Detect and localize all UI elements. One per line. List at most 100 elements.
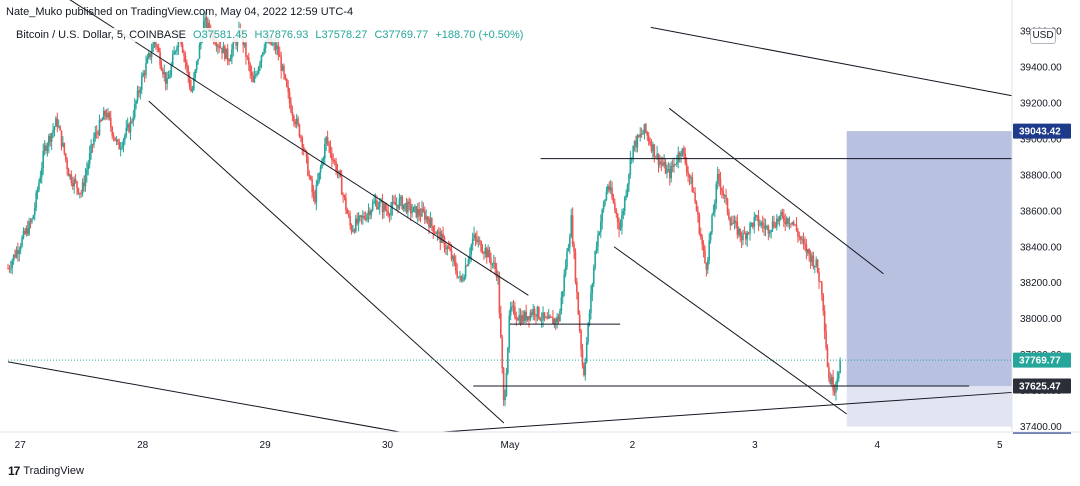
candle (253, 67, 256, 84)
candle (131, 118, 133, 125)
price-tag-top: 39043.42 (1013, 123, 1071, 139)
candle (346, 207, 349, 214)
candle (402, 204, 405, 212)
trendline-lower-left[interactable] (148, 100, 505, 424)
candle (692, 187, 695, 194)
time-tick-label: 3 (752, 440, 758, 451)
candle (18, 246, 21, 262)
candle (571, 207, 574, 248)
candle (459, 271, 461, 283)
candle (464, 257, 467, 280)
candle (543, 312, 546, 322)
candle (414, 204, 416, 213)
candle (504, 389, 506, 407)
candle (660, 156, 663, 172)
position-target-zone[interactable] (846, 131, 1012, 387)
price-axis[interactable]: 37400.0037600.0037800.0038000.0038200.00… (1011, 0, 1071, 434)
candle (701, 234, 703, 251)
time-axis[interactable]: 27 28 29 30 May 2 3 4 5 (0, 431, 1080, 451)
candle (601, 208, 603, 230)
tradingview-brand: TradingView (23, 465, 84, 477)
candle (135, 99, 137, 110)
candle (309, 174, 312, 181)
trendline-channel-mid[interactable] (613, 246, 847, 415)
position-stop-zone[interactable] (846, 386, 1012, 427)
candle (673, 157, 675, 173)
candle (805, 238, 808, 260)
candle (538, 306, 540, 320)
candle (725, 188, 727, 205)
candle (456, 263, 458, 280)
candle (812, 251, 815, 270)
candle (474, 232, 477, 247)
candle (40, 161, 43, 184)
candle (157, 43, 160, 53)
candle (536, 305, 539, 322)
candle (124, 133, 126, 145)
candle (112, 132, 115, 142)
candle (584, 357, 587, 381)
candle (252, 71, 254, 83)
trendline-drawings[interactable] (7, 0, 1013, 433)
candle (398, 193, 401, 211)
currency-button[interactable]: USD (1030, 28, 1056, 44)
symbol-title[interactable]: Bitcoin / U.S. Dollar, 5, COINBASE (16, 29, 186, 41)
candle (302, 144, 305, 156)
candle (287, 80, 290, 99)
trendline-top-right[interactable] (650, 26, 1013, 97)
candle (826, 344, 829, 368)
candle (167, 70, 170, 79)
trendline-upper-right[interactable] (668, 107, 884, 275)
candle (654, 155, 657, 158)
publisher-header: Nate_Muko published on TradingView.com, … (6, 6, 354, 18)
candle (385, 202, 388, 217)
candle (621, 208, 623, 235)
candle (384, 202, 387, 212)
candle (43, 140, 46, 156)
candle (219, 40, 222, 49)
trendline-upper-left[interactable] (26, 0, 529, 296)
candle (150, 43, 153, 64)
candle (640, 127, 643, 138)
candle (101, 116, 104, 121)
candle (56, 112, 59, 133)
candle (142, 70, 144, 78)
candle (535, 314, 537, 324)
candle (685, 157, 688, 177)
candle (469, 247, 471, 264)
candle (552, 310, 554, 324)
price-tick-label: 38800.00 (1020, 170, 1062, 181)
candle (45, 142, 47, 154)
candle (312, 185, 315, 202)
candle (764, 218, 767, 237)
candle (107, 107, 109, 121)
candle (7, 263, 9, 270)
candle (539, 316, 542, 322)
candle (597, 230, 599, 254)
candle (825, 323, 827, 351)
candle (707, 256, 709, 275)
candle (228, 58, 230, 66)
candle (433, 224, 436, 235)
tradingview-footer: 17 TradingView (8, 464, 84, 478)
candle (726, 197, 729, 216)
candle (395, 197, 398, 211)
candle (590, 285, 592, 320)
candle (718, 169, 720, 187)
trendline-base-left[interactable] (7, 361, 400, 433)
candle (739, 228, 741, 243)
candle (90, 139, 92, 160)
candle (553, 317, 556, 328)
candle (300, 134, 302, 143)
candle (105, 109, 108, 120)
candle (222, 40, 225, 54)
candle (69, 173, 71, 180)
candle (156, 44, 159, 53)
candle (516, 316, 519, 321)
trendline-base-right[interactable] (442, 391, 1013, 433)
plot-area[interactable] (7, 11, 841, 407)
candle (811, 251, 813, 266)
candle (532, 304, 535, 321)
candle (129, 116, 132, 141)
